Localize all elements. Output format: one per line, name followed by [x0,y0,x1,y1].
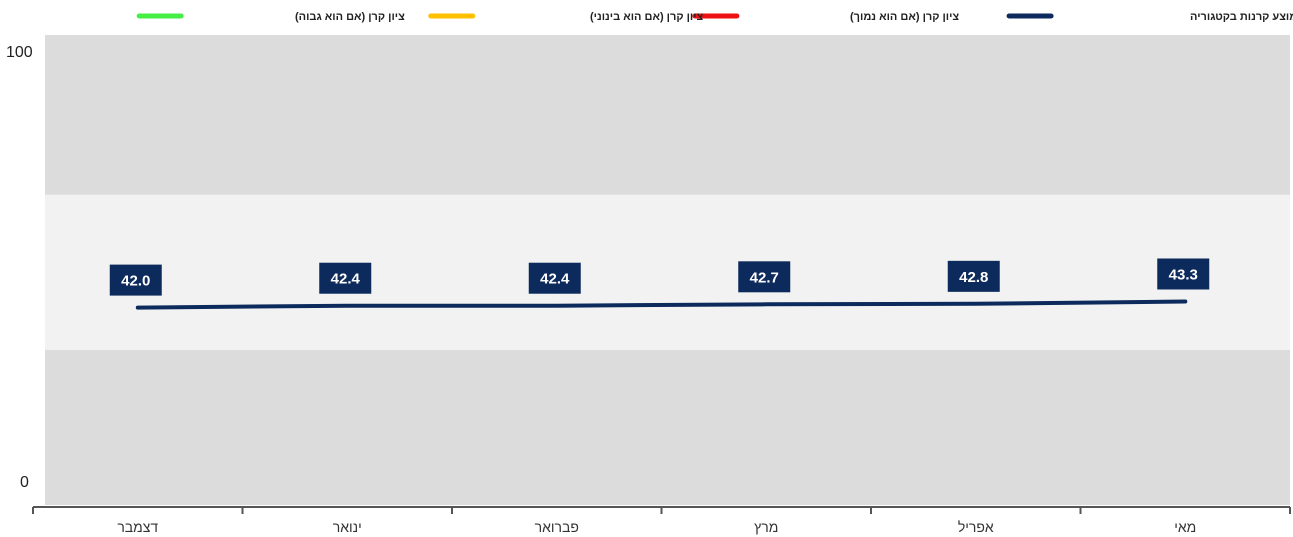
data-label-text: 42.0 [121,273,150,290]
data-label: 42.0 [109,264,162,296]
legend-item-0: ציון ממוצע קרנות בקטגוריה [1006,11,1293,23]
band-2 [45,35,1290,195]
data-label-text: 42.7 [750,269,779,286]
data-label-box [109,264,162,296]
x-axis: מאי אפריל מרץ פברואר ינואר דצמבר [32,506,1291,535]
series-line-0 [135,299,1188,310]
data-label: 42.4 [528,262,581,294]
data-label-text: 43.3 [1169,266,1198,283]
legend-label: ציון ממוצע קרנות בקטגוריה [1190,11,1293,23]
x-tick-label: מאי [1174,519,1196,535]
legend-item-3: ציון קרן (אם הוא גבוה) [136,11,405,23]
data-label-box [947,260,1000,292]
data-label: 42.8 [947,260,1000,292]
x-tick-label: ינואר [333,519,362,535]
data-labels: 43.3 42.8 42.7 42.4 42.4 42.0 [109,258,1210,296]
legend-item-1: ציון קרן (אם הוא נמוך) [692,11,959,23]
data-label-text: 42.8 [959,269,988,286]
legend-label: ציון קרן (אם הוא בינוני) [590,11,704,23]
y-tick-label: 0 [20,474,29,491]
band-1 [45,194,1290,350]
legend-label: ציון קרן (אם הוא גבוה) [295,11,405,23]
data-label: 43.3 [1157,258,1210,290]
data-label-box [738,261,791,293]
band-0 [45,349,1290,505]
series-layer [135,299,1188,310]
x-tick-label: דצמבר [117,519,158,535]
x-tick-label: פברואר [535,519,579,535]
data-label: 42.4 [319,262,372,294]
data-label-box [1157,258,1210,290]
legend-item-2: ציון קרן (אם הוא בינוני) [428,11,704,23]
background-bands [45,35,1290,505]
data-label: 42.7 [738,261,791,293]
y-tick-label: 100 [6,44,33,61]
legend: ציון ממוצע קרנות בקטגוריה ציון קרן (אם הו… [136,11,1293,23]
x-tick-label: מרץ [754,519,778,535]
x-tick-label: אפריל [958,519,994,535]
data-label-box [528,262,581,294]
data-label-box [319,262,372,294]
y-axis: 100 0 [6,44,33,491]
legend-label: ציון קרן (אם הוא נמוך) [850,11,959,23]
data-label-text: 42.4 [540,271,570,288]
data-label-text: 42.4 [331,271,361,288]
